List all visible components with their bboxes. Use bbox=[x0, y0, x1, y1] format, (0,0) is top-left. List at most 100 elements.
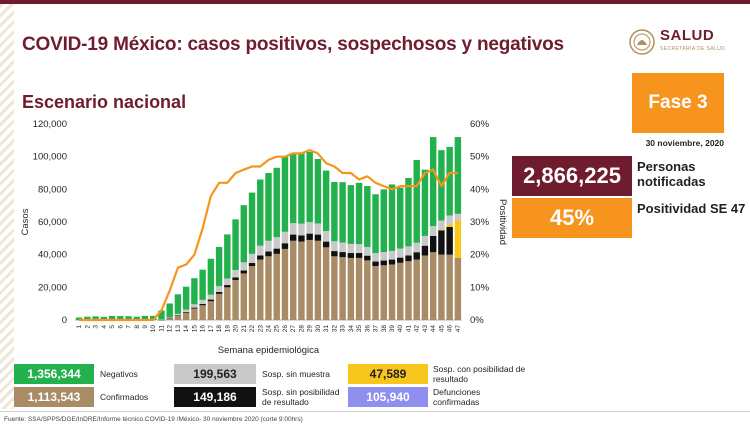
bar-segment bbox=[166, 303, 173, 318]
x-tick-label: 3 bbox=[93, 325, 100, 329]
x-tick-label: 42 bbox=[414, 325, 421, 333]
y-tick-label: 0 bbox=[62, 315, 67, 326]
bar-segment bbox=[397, 262, 404, 320]
bar-segment bbox=[421, 169, 429, 236]
phase-date: 30 noviembre, 2020 bbox=[645, 138, 724, 148]
bar-segment bbox=[273, 248, 280, 254]
bar-segment bbox=[421, 235, 429, 246]
x-tick-label: 37 bbox=[373, 325, 380, 333]
bar-segment bbox=[322, 170, 330, 231]
bar-segment bbox=[133, 316, 140, 320]
bar-segment bbox=[298, 235, 305, 242]
bar-segment bbox=[388, 250, 396, 260]
x-tick-label: 20 bbox=[233, 325, 240, 333]
bar-segment bbox=[199, 305, 206, 320]
x-tick-label: 14 bbox=[183, 325, 190, 333]
x-tick-label: 27 bbox=[290, 325, 297, 333]
bar-segment bbox=[182, 311, 190, 313]
y2-tick-label: 10% bbox=[470, 282, 490, 293]
legend-with-result-value: 47,589 bbox=[348, 364, 428, 384]
bar-segment bbox=[207, 258, 215, 295]
bar-segment bbox=[364, 186, 371, 247]
cases-chart: 0 20,000 40,000 60,000 80,000 100,000 120,000 0… bbox=[20, 119, 508, 356]
bar-segment bbox=[273, 253, 280, 320]
x-tick-label: 12 bbox=[167, 325, 174, 333]
x-tick-label: 10 bbox=[150, 325, 157, 333]
x-tick-label: 30 bbox=[315, 325, 322, 333]
x-tick-label: 2 bbox=[84, 325, 91, 329]
legend-with-result-label: Sosp. con posibilidad de resultado bbox=[433, 364, 526, 384]
x-tick-label: 1 bbox=[76, 325, 83, 329]
bar-segment bbox=[355, 253, 363, 258]
y2-tick-label: 0% bbox=[470, 315, 484, 326]
bar-segment bbox=[108, 315, 116, 320]
x-tick-label: 17 bbox=[208, 325, 215, 333]
y-tick-label: 100,000 bbox=[33, 152, 67, 163]
bar-segment bbox=[446, 226, 453, 255]
bar-segment bbox=[380, 260, 387, 266]
bar-segment bbox=[224, 287, 231, 320]
bar-segment bbox=[182, 309, 190, 312]
bar-segment bbox=[438, 254, 445, 320]
bar-segment bbox=[281, 248, 289, 320]
bar-segment bbox=[413, 159, 420, 243]
bar-segment bbox=[372, 261, 379, 267]
y-tick-label: 60,000 bbox=[38, 217, 67, 228]
bar-segment bbox=[84, 316, 91, 320]
bar-segment bbox=[289, 152, 297, 224]
bar-segment bbox=[364, 246, 371, 256]
top-border bbox=[0, 0, 750, 4]
y2-tick-label: 50% bbox=[470, 152, 490, 163]
bar-segment bbox=[166, 318, 173, 319]
legend-deaths-label: Defunciones confirmadas bbox=[433, 387, 481, 407]
bar-segment bbox=[248, 266, 256, 320]
bar-segment bbox=[248, 262, 256, 267]
bar-segment bbox=[273, 167, 280, 238]
bar-segment bbox=[207, 294, 215, 300]
bar-segment bbox=[397, 248, 404, 258]
x-tick-label: 43 bbox=[422, 325, 429, 333]
bar-segment bbox=[339, 252, 346, 258]
bar-segment bbox=[322, 241, 330, 248]
bar-segment bbox=[355, 244, 363, 254]
bar-segment bbox=[347, 185, 355, 244]
bar-segment bbox=[380, 265, 387, 320]
x-tick-label: 25 bbox=[274, 325, 281, 333]
x-tick-label: 45 bbox=[438, 325, 445, 333]
x-tick-label: 38 bbox=[381, 325, 388, 333]
y2-axis-title: Positividad bbox=[497, 199, 508, 245]
bar-segment bbox=[372, 266, 379, 320]
x-axis-title: Semana epidemiológica bbox=[218, 345, 320, 356]
y-tick-label: 20,000 bbox=[38, 282, 67, 293]
x-tick-label: 44 bbox=[430, 325, 437, 333]
bar-segment bbox=[232, 270, 239, 278]
positivity-label: Positividad SE 47 bbox=[637, 201, 746, 216]
bar-segment bbox=[215, 291, 223, 294]
bar-segment bbox=[380, 252, 387, 261]
coat-of-arms-icon bbox=[629, 29, 655, 55]
bar-segment bbox=[199, 269, 206, 300]
x-tick-label: 15 bbox=[191, 325, 198, 333]
bar-segment bbox=[388, 264, 396, 320]
bar-segment bbox=[240, 273, 248, 320]
positivity-value: 45% bbox=[512, 198, 632, 238]
bar-segment bbox=[298, 241, 305, 320]
bar-segment bbox=[215, 293, 223, 320]
x-tick-label: 8 bbox=[134, 325, 141, 329]
bar-segment bbox=[429, 252, 437, 320]
bar-segment bbox=[100, 316, 108, 320]
x-tick-label: 41 bbox=[405, 325, 412, 333]
bar-segment bbox=[347, 257, 355, 320]
bar-segment bbox=[191, 308, 198, 320]
bar-segment bbox=[446, 215, 453, 225]
bar-segment bbox=[281, 243, 289, 249]
bar-segment bbox=[207, 301, 215, 320]
x-tick-label: 24 bbox=[266, 325, 273, 333]
bar-segment bbox=[224, 285, 231, 288]
bar-segment bbox=[125, 316, 132, 320]
x-tick-label: 36 bbox=[364, 325, 371, 333]
bar-segment bbox=[166, 318, 173, 320]
bar-segment bbox=[117, 316, 124, 320]
bar-segment bbox=[446, 224, 453, 227]
bar-segment bbox=[438, 230, 445, 231]
